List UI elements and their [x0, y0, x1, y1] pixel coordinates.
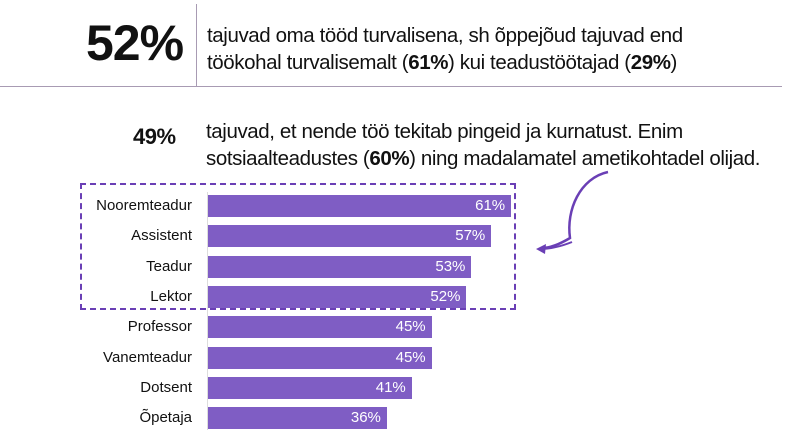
category-label: Teadur: [146, 257, 192, 275]
headline-line2b: ) kui teadustöötajad (: [448, 51, 631, 74]
bar: 52%: [208, 285, 467, 308]
curved-arrow-icon: [536, 170, 609, 254]
category-label: Assistent: [131, 227, 192, 245]
headline-line2c: ): [670, 51, 678, 74]
headline-value: 52%: [86, 15, 184, 71]
headline-line1: tajuvad oma tööd turvalisena, sh õppejõu…: [207, 24, 683, 47]
highlight-box: [80, 183, 516, 310]
category-label: Professor: [127, 318, 192, 336]
category-label: Nooremteadur: [96, 197, 192, 214]
divider-horizontal: [0, 86, 782, 87]
bar: 45%: [208, 346, 432, 369]
data-label: 41%: [375, 378, 406, 396]
subhead-value: 49%: [133, 124, 176, 149]
data-label: 61%: [475, 197, 506, 214]
data-label: 52%: [430, 287, 461, 305]
category-label: Dotsent: [140, 378, 192, 396]
headline-text: tajuvad oma tööd turvalisena, sh õppejõu…: [207, 22, 683, 76]
subhead-line2b: ) ning madalamatel ametikohtadel olijad.: [409, 147, 761, 170]
bar: 41%: [208, 376, 412, 399]
data-label: 36%: [350, 409, 381, 427]
chart-axis: [207, 192, 208, 430]
data-label: 57%: [455, 227, 486, 245]
bar: 61%: [208, 195, 512, 217]
divider-vertical: [196, 4, 197, 86]
subhead-bold-60: 60%: [369, 147, 410, 170]
category-label: Õpetaja: [139, 409, 192, 427]
subhead-line1: tajuvad, et nende töö tekitab pingeid ja…: [206, 120, 683, 143]
headline-line2a: töökohal turvalisemalt (: [207, 51, 409, 74]
data-label: 45%: [395, 318, 426, 336]
bar: 45%: [208, 316, 432, 339]
headline-bold-29: 29%: [630, 51, 671, 74]
headline-bold-61: 61%: [408, 51, 449, 74]
subhead-line2a: sotsiaalteadustes (: [206, 147, 370, 170]
subhead-text: tajuvad, et nende töö tekitab pingeid ja…: [206, 118, 761, 172]
category-label: Lektor: [150, 287, 192, 305]
data-label: 45%: [395, 348, 426, 366]
bar: 53%: [208, 255, 472, 278]
data-label: 53%: [435, 257, 466, 275]
bar: 36%: [208, 407, 387, 430]
category-label: Vanemteadur: [103, 348, 192, 366]
bar: 57%: [208, 225, 492, 248]
